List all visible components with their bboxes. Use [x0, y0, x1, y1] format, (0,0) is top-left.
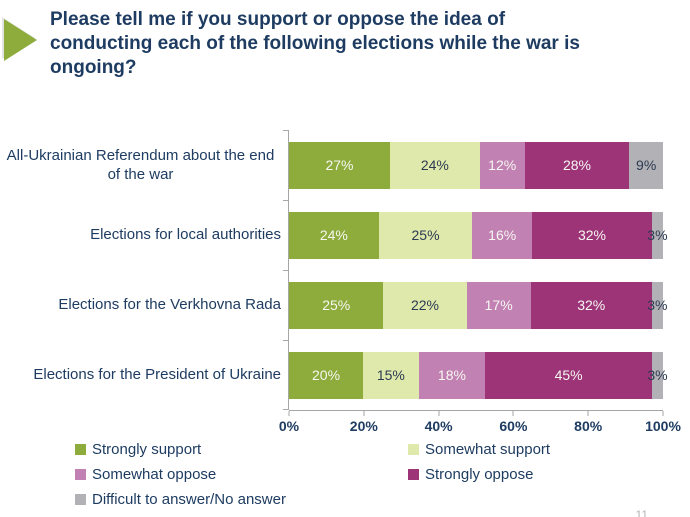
segment-somewhat-support: 15% [363, 351, 419, 399]
segment-value: 16% [488, 227, 517, 243]
chart-plot-area: All-Ukrainian Referendum about the end o… [0, 130, 690, 410]
segment-value: 45% [554, 367, 583, 383]
bullet-arrow-icon [4, 19, 37, 61]
y-axis-line [288, 130, 289, 410]
segment-somewhat-oppose: 18% [418, 351, 486, 399]
segment-difficult-answer: 3% [647, 211, 668, 259]
segment-difficult-answer: 3% [647, 351, 668, 399]
category-label: Elections for the Verkhovna Rada [58, 296, 281, 314]
y-axis-tick [283, 340, 288, 341]
segment-somewhat-support: 22% [383, 281, 467, 329]
legend-item-somewhat-support: Somewhat support [408, 440, 550, 458]
legend-item-strongly-support: Strongly support [75, 440, 201, 458]
segment-value: 20% [312, 367, 341, 383]
segment-somewhat-oppose: 17% [466, 281, 531, 329]
legend-label: Somewhat oppose [92, 465, 217, 483]
segment-value: 17% [484, 297, 513, 313]
segment-value: 32% [577, 297, 606, 313]
x-tick-label: 60% [499, 418, 528, 434]
x-axis-tick [438, 411, 440, 416]
legend-label: Strongly oppose [425, 465, 534, 483]
y-axis-tick [283, 200, 288, 201]
segment-value: 12% [488, 157, 517, 173]
y-axis-tick [283, 409, 288, 410]
segment-strongly-support: 24% [289, 211, 379, 259]
legend-swatch [408, 443, 419, 455]
stacked-bar: 24% 25% 16% 32% 3% [289, 211, 668, 259]
segment-difficult-answer: 9% [629, 141, 663, 189]
x-tick-label: 40% [424, 418, 453, 434]
x-tick-label: 100% [645, 418, 681, 434]
segment-value: 25% [411, 227, 440, 243]
segment-value: 9% [636, 157, 657, 173]
bar-row-verkhovna-rada: Elections for the Verkhovna Rada 25% 22%… [0, 270, 690, 340]
x-tick-label: 80% [574, 418, 603, 434]
bar-row-president: Elections for the President of Ukraine 2… [0, 340, 690, 410]
slide-title: Please tell me if you support or oppose … [50, 9, 580, 79]
x-axis-tick [587, 411, 589, 416]
segment-value: 27% [325, 157, 354, 173]
legend-item-strongly-oppose: Strongly oppose [408, 465, 533, 483]
segment-value: 3% [647, 367, 668, 383]
x-axis: 0% 20% 40% 60% 80% 100% [279, 410, 681, 439]
segment-strongly-support: 25% [289, 281, 384, 329]
legend-label: Difficult to answer/No answer [92, 490, 286, 508]
segment-value: 28% [562, 157, 591, 173]
segment-strongly-support: 27% [289, 141, 390, 189]
category-label: Elections for local authorities [90, 226, 281, 244]
bar-row-local-authorities: Elections for local authorities 24% 25% … [0, 200, 690, 270]
legend-label: Somewhat support [425, 440, 551, 458]
segment-value: 3% [647, 297, 668, 313]
legend-swatch [408, 468, 419, 480]
x-axis-tick [512, 411, 514, 416]
segment-strongly-oppose: 32% [530, 281, 652, 329]
segment-strongly-oppose: 45% [485, 351, 652, 399]
x-tick-label: 0% [278, 418, 300, 434]
stacked-bar: 25% 22% 17% 32% 3% [289, 281, 667, 329]
segment-difficult-answer: 3% [647, 281, 667, 329]
legend-swatch [75, 493, 86, 505]
legend-swatch [75, 468, 86, 480]
segment-value: 18% [437, 367, 466, 383]
segment-value: 15% [376, 367, 405, 383]
x-axis-tick [662, 411, 664, 416]
segment-strongly-oppose: 28% [524, 141, 630, 189]
x-tick-label: 20% [349, 418, 378, 434]
category-label: All-Ukrainian Referendum about the end o… [6, 146, 275, 184]
legend-item-difficult-answer: Difficult to answer/No answer [75, 490, 286, 508]
legend-label: Strongly support [92, 440, 202, 458]
segment-somewhat-support: 25% [378, 211, 473, 259]
segment-strongly-support: 20% [289, 351, 364, 399]
bar-row-referendum: All-Ukrainian Referendum about the end o… [0, 130, 690, 200]
stacked-bar-chart: All-Ukrainian Referendum about the end o… [0, 130, 690, 439]
segment-strongly-oppose: 32% [532, 211, 652, 259]
category-label: Elections for the President of Ukraine [33, 366, 281, 384]
segment-value: 25% [322, 297, 351, 313]
segment-value: 24% [420, 157, 449, 173]
stacked-bar: 20% 15% 18% 45% 3% [289, 351, 668, 399]
segment-value: 3% [647, 227, 668, 243]
segment-value: 22% [410, 297, 439, 313]
y-axis-tick [283, 270, 288, 271]
segment-value: 32% [577, 227, 606, 243]
chart-legend: Strongly support Somewhat support Somewh… [0, 438, 690, 516]
legend-swatch [75, 443, 86, 455]
legend-item-somewhat-oppose: Somewhat oppose [75, 465, 216, 483]
x-axis-tick [288, 411, 290, 416]
x-axis-tick [363, 411, 365, 416]
slide-header: Please tell me if you support or oppose … [0, 6, 690, 80]
segment-value: 24% [319, 227, 348, 243]
segment-somewhat-oppose: 12% [479, 141, 525, 189]
y-axis-tick [283, 130, 288, 131]
segment-somewhat-support: 24% [389, 141, 480, 189]
stacked-bar: 27% 24% 12% 28% 9% [289, 141, 663, 189]
page-number: 11 [635, 508, 648, 517]
segment-somewhat-oppose: 16% [472, 211, 533, 259]
